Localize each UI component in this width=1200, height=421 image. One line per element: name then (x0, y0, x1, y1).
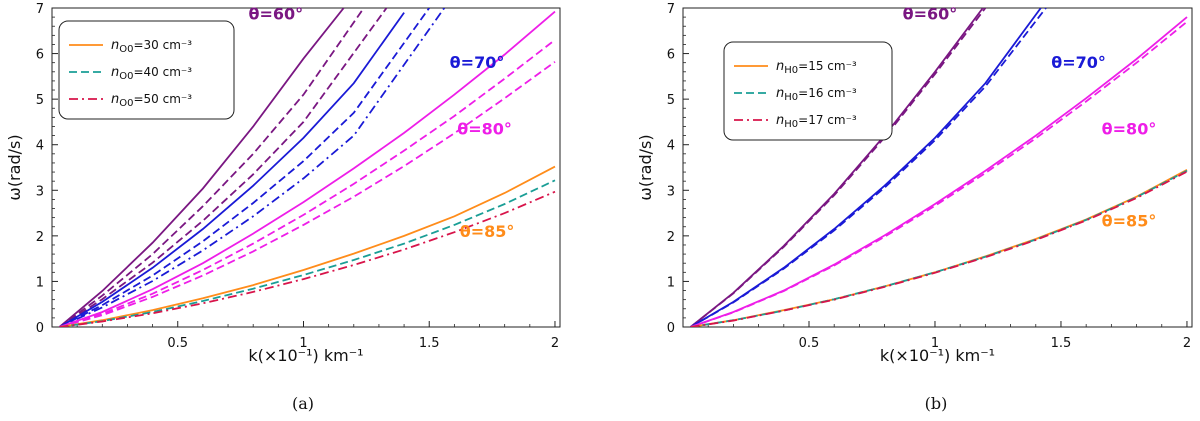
y-tick-label: 5 (36, 93, 44, 108)
y-tick-label: 6 (667, 48, 675, 63)
series-line (58, 8, 345, 327)
series-line (58, 8, 365, 327)
legend-entry: nH0=17 cm⁻³ (776, 113, 857, 130)
y-tick-label: 3 (667, 184, 675, 199)
y-tick-label: 4 (667, 139, 675, 154)
legend-entry: nO0=40 cm⁻³ (111, 65, 192, 82)
y-tick-label: 1 (36, 275, 44, 290)
series-line (690, 8, 1047, 327)
series-line (59, 179, 556, 327)
x-tick-label: 1.5 (1051, 336, 1072, 351)
annotation-label: θ=80° (1102, 120, 1157, 139)
y-tick-label: 5 (667, 93, 675, 108)
annotation-label: θ=85° (1102, 212, 1157, 231)
panel-a: 0.5 1 1.5 2 0 1 2 3 4 5 6 7 θ=60° θ=70° θ=80° θ=85° k(×1… (5, 2, 561, 413)
y-tick-label: 6 (36, 48, 44, 63)
legend-entry: nO0=50 cm⁻³ (111, 92, 192, 109)
panel-caption: (a) (292, 394, 314, 413)
y-tick-label: 2 (36, 230, 44, 245)
x-tick-label: 1 (931, 336, 939, 351)
series-line (59, 8, 430, 327)
series-line (690, 169, 1188, 327)
y-axis-label: ω(rad/s) (636, 134, 655, 200)
y-tick-label: 7 (667, 2, 675, 17)
series-line (690, 8, 987, 327)
legend-entry: nO0=30 cm⁻³ (111, 38, 192, 55)
series-line (59, 8, 388, 327)
legend: nO0=30 cm⁻³ nO0=40 cm⁻³ nO0=50 cm⁻³ (58, 20, 235, 120)
series-line (59, 165, 556, 327)
series-line (59, 61, 556, 327)
series-group (690, 8, 1188, 327)
annotation-label: θ=85° (460, 222, 515, 241)
series-line (59, 39, 556, 327)
annotation-label: θ=60° (903, 4, 958, 23)
annotation-label: θ=70° (450, 53, 505, 72)
plot-frame (682, 7, 1193, 328)
x-axis-label: k(×10⁻¹) km⁻¹ (248, 346, 363, 365)
x-tick-label: 1.5 (419, 336, 440, 351)
series-line (59, 10, 556, 327)
x-axis-label: k(×10⁻¹) km⁻¹ (880, 346, 995, 365)
series-line (690, 169, 1188, 327)
y-tick-label: 0 (36, 321, 44, 336)
y-tick-label: 1 (667, 275, 675, 290)
x-tick-label: 0.5 (167, 336, 188, 351)
y-tick-label: 3 (36, 184, 44, 199)
series-group (58, 8, 556, 327)
panel-caption: (b) (925, 394, 948, 413)
y-tick-label: 4 (36, 139, 44, 154)
series-line (690, 170, 1188, 327)
series-line (59, 8, 446, 327)
x-tick-label: 2 (1183, 336, 1191, 351)
annotation-label: θ=60° (248, 4, 303, 23)
y-axis-label: ω(rad/s) (5, 134, 24, 200)
plot-frame (51, 7, 561, 328)
series-line (59, 190, 556, 327)
legend: nH0=15 cm⁻³ nH0=16 cm⁻³ nH0=17 cm⁻³ (723, 41, 893, 141)
y-tick-label: 2 (667, 230, 675, 245)
series-line (59, 12, 405, 327)
x-tick-label: 2 (551, 336, 559, 351)
panel-b: 0.5 1 1.5 2 0 1 2 3 4 5 6 7 θ=60° θ=70° θ=80° θ=85° k(×1… (636, 2, 1193, 413)
annotation-label: θ=70° (1051, 53, 1106, 72)
annotation-label: θ=80° (457, 120, 512, 139)
series-line (690, 16, 1188, 327)
y-tick-label: 7 (36, 2, 44, 17)
legend-entry: nH0=16 cm⁻³ (776, 86, 857, 103)
x-tick-label: 1 (299, 336, 307, 351)
series-line (690, 8, 1042, 327)
legend-entry: nH0=15 cm⁻³ (776, 59, 857, 76)
x-tick-label: 0.5 (799, 336, 820, 351)
y-tick-label: 0 (667, 321, 675, 336)
